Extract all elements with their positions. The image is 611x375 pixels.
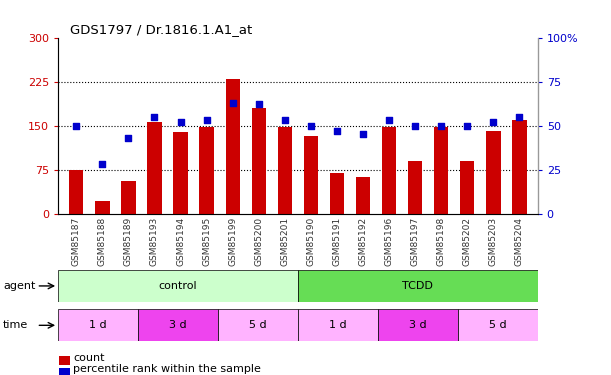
Bar [382,127,397,214]
Text: control: control [159,281,197,291]
Bar [95,201,109,214]
Bar [434,128,448,214]
Bar [174,132,188,214]
Bar [58,270,298,302]
Point [436,123,446,129]
Text: 5 d: 5 d [249,320,267,330]
Bar [304,136,318,214]
Text: GDS1797 / Dr.1816.1.A1_at: GDS1797 / Dr.1816.1.A1_at [70,22,252,36]
Bar [199,128,214,214]
Text: 3 d: 3 d [409,320,426,330]
Bar [408,161,422,214]
Text: agent: agent [3,281,35,291]
Bar [458,309,538,341]
Bar [58,309,138,341]
Bar [298,270,538,302]
Point [228,100,238,106]
Point [202,117,211,123]
Bar [69,170,84,214]
Bar [460,161,475,214]
Point [254,102,264,108]
Bar [486,131,500,214]
Text: percentile rank within the sample: percentile rank within the sample [73,364,261,374]
Bar [298,309,378,341]
Point [463,123,472,129]
Point [384,117,394,123]
Bar [252,108,266,214]
Point [514,114,524,120]
Bar [277,128,292,214]
Bar [330,172,344,214]
Text: 3 d: 3 d [169,320,187,330]
Text: TCDD: TCDD [402,281,433,291]
Point [410,123,420,129]
Bar [147,122,162,214]
Bar [218,309,298,341]
Point [71,123,81,129]
Point [98,161,108,167]
Point [123,135,133,141]
Point [176,119,186,125]
Point [332,128,342,134]
Text: count: count [73,353,105,363]
Bar [138,309,218,341]
Text: 1 d: 1 d [89,320,107,330]
Point [358,132,368,138]
Text: 5 d: 5 d [489,320,507,330]
Point [488,119,498,125]
Text: 1 d: 1 d [329,320,346,330]
Bar [121,182,136,214]
Bar [512,120,527,214]
Point [306,123,316,129]
Bar [356,177,370,214]
Bar [378,309,458,341]
Point [150,114,159,120]
Point [280,117,290,123]
Bar [225,79,240,214]
Text: time: time [3,320,28,330]
